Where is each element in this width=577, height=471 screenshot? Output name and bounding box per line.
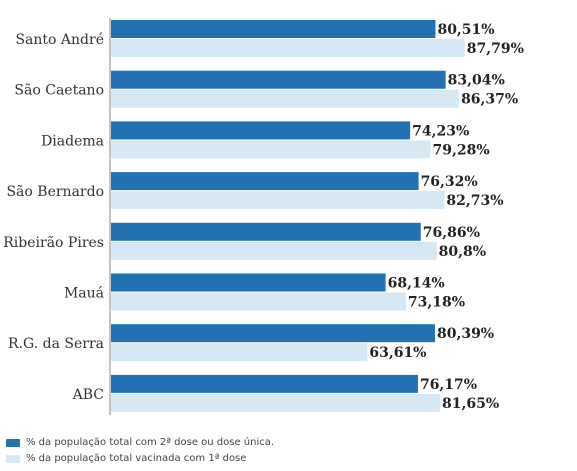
value-label-dose2: 76,32% [421,174,478,190]
value-label-dose2: 68,14% [388,276,445,292]
value-label-dose1: 79,28% [432,142,489,158]
category-label: Ribeirão Pires [3,235,104,251]
category-label: Mauá [64,286,104,302]
category-label: Diadema [41,133,104,149]
bar-dose1 [111,241,437,260]
category-label: R.G. da Serra [8,336,104,352]
bar-dose1 [111,393,441,412]
legend-item-dose2: % da população total com 2ª dose ou dose… [6,437,274,448]
value-label-dose1: 80,8% [439,244,486,260]
bars [111,20,465,412]
bar-chart: Santo André São Caetano Diadema São Bernard… [3,18,524,415]
legend-item-dose1: % da população total vacinada com 1ª dos… [6,453,246,464]
value-label-dose2: 76,17% [420,377,477,393]
bar-dose2 [111,172,419,191]
value-labels: 80,51% 87,79% 83,04% 86,37% 74,23% 79,28% 76,3… [369,22,524,412]
value-label-dose2: 76,86% [423,225,480,241]
bar-dose1 [111,140,431,159]
bar-dose2 [111,20,436,38]
value-label-dose1: 63,61% [369,345,426,361]
bar-dose1 [111,343,368,362]
bar-dose2 [111,374,418,393]
value-label-dose1: 81,65% [442,396,499,412]
category-label: São Bernardo [6,184,104,200]
value-label-dose2: 83,04% [448,73,505,89]
legend-label-dose1: % da população total vacinada com 1ª dos… [26,453,247,464]
value-label-dose2: 74,23% [412,123,469,139]
category-label: ABC [72,387,104,403]
legend-swatch-dose2 [6,438,20,447]
category-label: Santo André [15,32,104,48]
category-label: São Caetano [14,83,104,99]
value-label-dose1: 82,73% [446,193,503,209]
bar-dose1 [111,292,406,311]
value-label-dose2: 80,39% [437,326,494,342]
bar-dose2 [111,121,411,140]
legend-swatch-dose1 [6,454,20,463]
value-label-dose2: 80,51% [437,22,494,38]
bar-dose2 [111,222,421,241]
legend-label-dose2: % da população total com 2ª dose ou dose… [26,437,275,448]
bar-dose2 [111,324,435,343]
category-labels: Santo André São Caetano Diadema São Bernard… [3,32,104,403]
bar-dose1 [111,191,445,210]
bar-dose2 [111,70,446,89]
value-label-dose1: 87,79% [467,41,524,57]
bar-dose1 [111,89,460,108]
bar-dose1 [111,39,465,57]
value-label-dose1: 86,37% [461,92,518,108]
bar-dose2 [111,273,386,292]
value-label-dose1: 73,18% [408,295,465,311]
